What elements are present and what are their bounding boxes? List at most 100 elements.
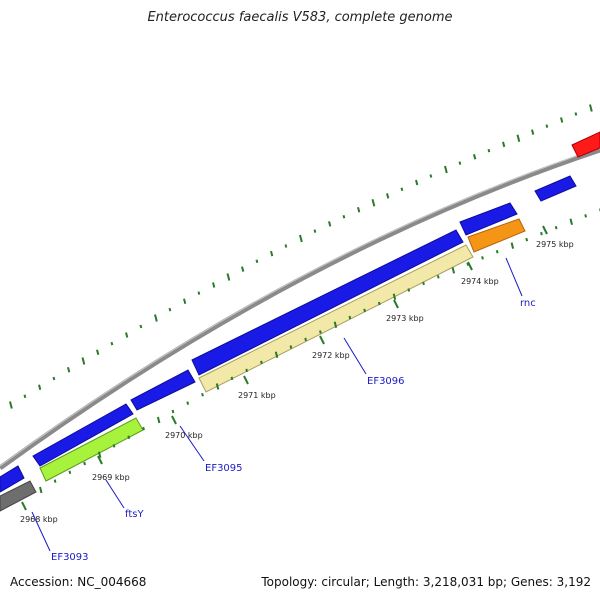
gene-label-EF3096[interactable]: EF3096 xyxy=(367,376,405,387)
gc-tick xyxy=(215,383,220,390)
outer-gc-ticks xyxy=(9,104,593,409)
gc-tick xyxy=(96,349,100,356)
gc-tick xyxy=(81,357,86,365)
tick-label: 2974 kbp xyxy=(461,277,499,286)
gc-tick xyxy=(139,324,143,329)
gc-tick xyxy=(328,221,332,227)
gene-label-EF3095[interactable]: EF3095 xyxy=(205,463,243,474)
gc-tick xyxy=(481,256,484,260)
gc-tick xyxy=(212,282,216,288)
gc-tick xyxy=(560,117,564,123)
scale-ticks: 2968 kbp 2969 kbp 2970 kbp 2971 kbp 2972… xyxy=(20,225,574,524)
genome-summary: Topology: circular; Length: 3,218,031 bp… xyxy=(261,575,591,589)
gc-tick xyxy=(569,218,573,226)
gc-tick xyxy=(38,384,42,391)
gene-forward-1[interactable] xyxy=(0,465,25,493)
gc-tick xyxy=(156,416,161,424)
gc-tick xyxy=(540,231,543,236)
gc-tick xyxy=(226,273,231,281)
gc-tick xyxy=(154,314,158,322)
gc-tick xyxy=(23,394,27,398)
gc-tick xyxy=(197,291,201,295)
tick-label: 2973 kbp xyxy=(386,314,424,323)
gene-label-EF3093[interactable]: EF3093 xyxy=(51,552,89,563)
gc-tick xyxy=(386,193,390,199)
gc-tick xyxy=(377,301,381,306)
gc-tick xyxy=(270,250,274,257)
gc-tick xyxy=(255,259,259,264)
gene-label-rnc[interactable]: rnc xyxy=(520,298,536,309)
accession-text: Accession: NC_004668 xyxy=(10,575,147,589)
gc-tick xyxy=(502,141,506,148)
gc-tick xyxy=(39,486,43,494)
gc-tick xyxy=(142,426,145,431)
gene-EF3096-bar[interactable] xyxy=(198,244,474,393)
gc-tick xyxy=(274,351,279,358)
gc-tick xyxy=(110,341,114,346)
gc-tick xyxy=(186,401,190,405)
gc-tick xyxy=(436,275,440,279)
gc-tick xyxy=(495,249,499,254)
gc-tick xyxy=(125,332,129,338)
gc-tick xyxy=(299,234,303,243)
gc-tick xyxy=(304,337,307,342)
gc-tick xyxy=(183,298,187,305)
gc-tick xyxy=(9,401,13,409)
gc-tick xyxy=(392,293,397,300)
gc-tick xyxy=(371,198,376,207)
tick-label: 2970 kbp xyxy=(165,431,203,440)
gc-tick xyxy=(127,435,131,439)
gene-forward-6[interactable] xyxy=(534,175,577,202)
gc-tick xyxy=(333,321,338,328)
tick-label: 2968 kbp xyxy=(20,515,58,524)
gc-tick xyxy=(313,229,317,233)
gc-tick xyxy=(284,244,288,248)
gc-tick xyxy=(348,315,352,320)
gc-tick xyxy=(525,237,529,242)
gc-tick xyxy=(241,266,245,272)
gc-tick xyxy=(545,124,549,128)
gc-tick xyxy=(422,281,425,286)
gc-tick xyxy=(516,134,521,142)
gc-tick xyxy=(112,444,116,448)
gc-tick xyxy=(458,161,462,165)
gc-tick xyxy=(363,308,366,313)
gc-tick xyxy=(83,461,86,466)
gc-tick xyxy=(97,451,102,458)
gc-tick xyxy=(584,214,587,218)
tick-label: 2971 kbp xyxy=(238,391,276,400)
gc-tick xyxy=(415,179,419,186)
gc-tick xyxy=(171,409,175,414)
gene-rnc-bar[interactable] xyxy=(467,218,526,253)
gene-forward-5[interactable] xyxy=(459,202,518,236)
forward-strand-genes xyxy=(0,131,600,493)
tick-label: 2972 kbp xyxy=(312,351,350,360)
gc-tick xyxy=(400,187,404,191)
gene-labels: EF3093 ftsY EF3095 EF3096 rnc xyxy=(51,298,536,563)
gc-tick xyxy=(260,360,263,365)
gc-tick xyxy=(510,242,515,249)
gc-tick xyxy=(473,154,477,160)
gene-EF3093-bar[interactable] xyxy=(0,480,37,512)
gc-tick xyxy=(67,366,71,373)
gc-tick xyxy=(554,225,558,230)
gene-forward-2[interactable] xyxy=(32,403,134,467)
gc-tick xyxy=(574,112,578,116)
tick-label: 2969 kbp xyxy=(92,473,130,482)
gc-tick xyxy=(319,330,322,334)
map-title: Enterococcus faecalis V583, complete gen… xyxy=(147,10,453,25)
gc-tick xyxy=(531,129,535,135)
gene-label-ftsY[interactable]: ftsY xyxy=(125,509,144,520)
gene-forward-4[interactable] xyxy=(191,229,464,376)
gc-tick xyxy=(444,165,448,174)
gc-tick xyxy=(230,376,234,381)
reverse-strand-genes xyxy=(0,218,526,512)
gc-tick xyxy=(487,148,491,153)
gc-tick xyxy=(429,174,433,178)
inner-gc-ticks xyxy=(39,208,600,494)
gene-forward-3[interactable] xyxy=(130,369,196,411)
gc-tick xyxy=(357,206,361,213)
gene-red[interactable] xyxy=(571,131,600,158)
gc-tick xyxy=(451,267,456,274)
